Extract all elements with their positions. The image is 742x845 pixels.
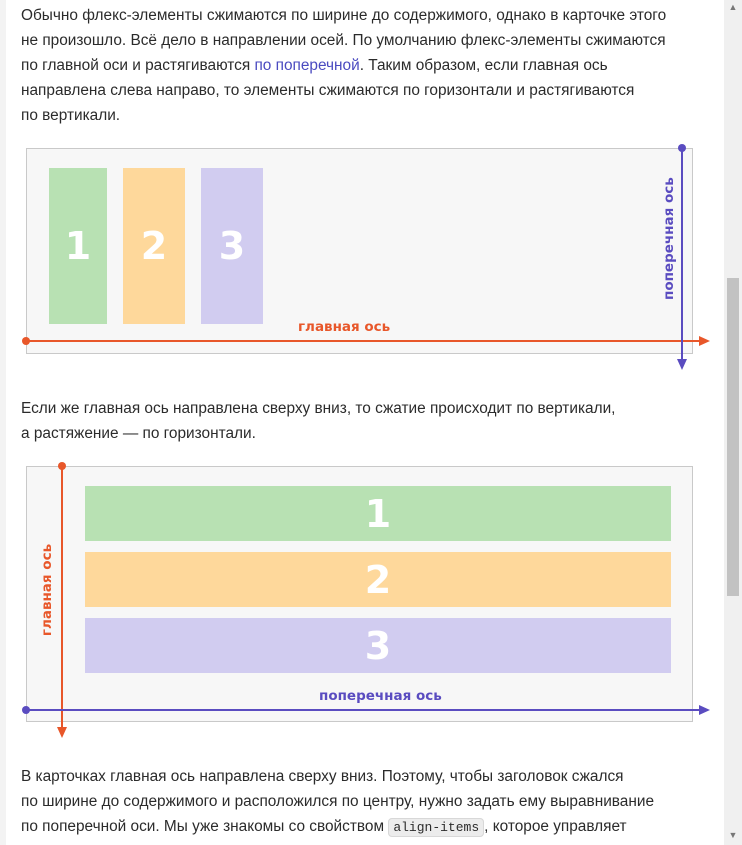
cross-axis-link[interactable]: по поперечной: [254, 57, 360, 74]
flex-item-2: 2: [85, 552, 671, 607]
paragraph-align: В карточках главная ось направлена сверх…: [21, 768, 655, 837]
flex-item-1: 1: [49, 168, 107, 324]
paragraph-intro: Обычно флекс-элементы сжимаются по ширин…: [21, 7, 667, 124]
cross-axis-label: поперечная ось: [319, 688, 442, 704]
article-content: Обычно флекс-элементы сжимаются по ширин…: [6, 0, 724, 845]
paragraph-column: Если же главная ось направлена сверху вн…: [21, 400, 616, 442]
flex-item-2: 2: [123, 168, 185, 324]
scroll-up-arrow-icon[interactable]: ▲: [728, 2, 738, 12]
scroll-thumb[interactable]: [727, 278, 739, 596]
flex-item-3: 3: [201, 168, 263, 324]
code-align-items: align-items: [388, 818, 485, 837]
main-axis-label: главная ось: [39, 543, 55, 637]
diagram-column-direction: 1 2 3 поперечная ось главная ось: [26, 466, 693, 722]
flex-item-3: 3: [85, 618, 671, 673]
scroll-down-arrow-icon[interactable]: ▼: [728, 830, 738, 840]
diagram-row-direction: 1 2 3 главная ось поперечная ось: [26, 148, 693, 354]
vertical-scrollbar[interactable]: ▲ ▼: [724, 0, 742, 845]
main-axis-label: главная ось: [298, 319, 391, 335]
flex-item-1: 1: [85, 486, 671, 541]
cross-axis-label: поперечная ось: [661, 177, 677, 300]
